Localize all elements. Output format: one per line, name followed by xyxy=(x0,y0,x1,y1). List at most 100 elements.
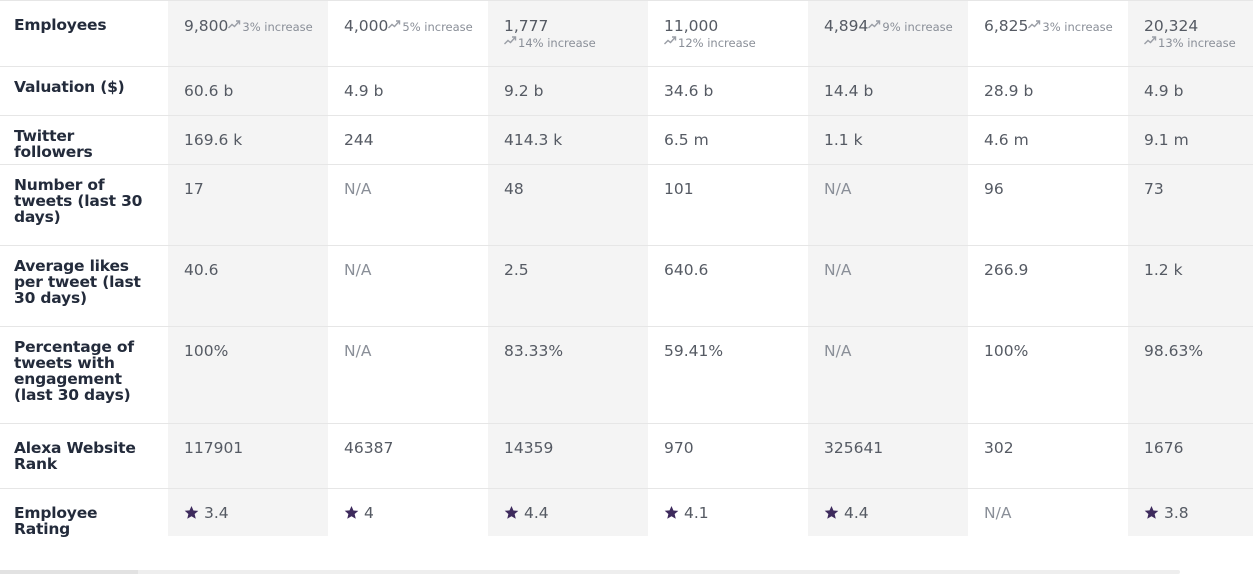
employees-change: 13% increase xyxy=(1158,36,1236,50)
valuation-cell: 60.6 b xyxy=(184,82,234,100)
valuation-cell: 14.4 b xyxy=(824,82,874,100)
employees-value: 9,800 xyxy=(184,17,229,35)
engagement-cell: 59.41% xyxy=(664,342,724,360)
star-icon xyxy=(1144,505,1159,519)
alexa-rank-cell: 117901 xyxy=(184,439,244,457)
employees-value: 11,000 xyxy=(664,17,719,35)
avg-likes-cell: N/A xyxy=(344,261,372,279)
employees-value: 1,777 xyxy=(504,17,549,35)
twitter-followers-cell: 4.6 m xyxy=(984,131,1029,149)
employee-rating-cell: 4.4 xyxy=(808,489,968,536)
employees-cell-3: 1,777 14% increase xyxy=(488,1,648,66)
employees-cell-7: 20,324 13% increase xyxy=(1128,1,1253,66)
employees-value: 4,894 xyxy=(824,17,869,35)
row-label-avg-likes: Average likes per tweet (last 30 days) xyxy=(14,257,141,307)
employees-value: 6,825 xyxy=(984,17,1029,35)
comparison-table: Employees 9,800 3% increase 4,000 5% incre… xyxy=(0,0,1253,538)
engagement-cell: N/A xyxy=(344,342,372,360)
trend-up-icon xyxy=(504,36,517,45)
employees-change: 3% increase xyxy=(242,20,313,34)
employees-change: 9% increase xyxy=(882,20,953,34)
table-row-tweets-30: Number of tweets (last 30 days) 17 N/A 4… xyxy=(0,164,1253,245)
row-label-employee-rating: Employee Rating xyxy=(14,504,98,538)
avg-likes-cell: 640.6 xyxy=(664,261,709,279)
row-label-engagement: Percentage of tweets with engagement (la… xyxy=(14,338,134,404)
alexa-rank-cell: 325641 xyxy=(824,439,884,457)
table-row-employee-rating: Employee Rating 3.4 4 4.4 4.1 4.4 N/A 3.… xyxy=(0,488,1253,538)
engagement-cell: 83.33% xyxy=(504,342,564,360)
twitter-followers-cell: 414.3 k xyxy=(504,131,563,149)
engagement-cell: 100% xyxy=(184,342,229,360)
employees-value: 4,000 xyxy=(344,17,389,35)
avg-likes-cell: 1.2 k xyxy=(1144,261,1183,279)
alexa-rank-cell: 46387 xyxy=(344,439,394,457)
horizontal-scrollbar-track[interactable] xyxy=(0,570,1180,574)
row-label-valuation: Valuation ($) xyxy=(14,78,125,96)
employees-change: 12% increase xyxy=(678,36,756,50)
trend-up-icon xyxy=(388,20,401,29)
tweets-30-cell: 48 xyxy=(504,180,524,198)
trend-up-icon xyxy=(1028,20,1041,29)
horizontal-scrollbar-thumb[interactable] xyxy=(0,570,138,574)
alexa-rank-cell: 302 xyxy=(984,439,1014,457)
valuation-cell: 9.2 b xyxy=(504,82,544,100)
star-icon xyxy=(824,505,839,519)
employees-cell-5: 4,894 9% increase xyxy=(808,1,968,66)
alexa-rank-cell: 1676 xyxy=(1144,439,1184,457)
alexa-rank-cell: 970 xyxy=(664,439,694,457)
column-bg-5 xyxy=(808,0,968,536)
table-row-employees: Employees 9,800 3% increase 4,000 5% incre… xyxy=(0,0,1253,66)
employees-cell-2: 4,000 5% increase xyxy=(328,1,488,66)
employee-rating-value: 3.8 xyxy=(1164,504,1189,522)
employee-rating-value: 3.4 xyxy=(204,504,229,522)
star-icon xyxy=(664,505,679,519)
valuation-cell: 4.9 b xyxy=(1144,82,1184,100)
employee-rating-cell: N/A xyxy=(968,489,1128,536)
table-row-avg-likes: Average likes per tweet (last 30 days) 4… xyxy=(0,245,1253,326)
employee-rating-value: 4 xyxy=(364,504,374,522)
employee-rating-cell: 3.8 xyxy=(1128,489,1253,536)
trend-up-icon xyxy=(868,20,881,29)
engagement-cell: N/A xyxy=(824,342,852,360)
trend-up-icon xyxy=(228,20,241,29)
row-label-tweets-30: Number of tweets (last 30 days) xyxy=(14,176,143,226)
table-row-valuation: Valuation ($) 60.6 b 4.9 b 9.2 b 34.6 b … xyxy=(0,66,1253,115)
employee-rating-value: 4.1 xyxy=(684,504,709,522)
employee-rating-value: 4.4 xyxy=(524,504,549,522)
valuation-cell: 34.6 b xyxy=(664,82,714,100)
star-icon xyxy=(184,505,199,519)
engagement-cell: 100% xyxy=(984,342,1029,360)
twitter-followers-cell: 169.6 k xyxy=(184,131,243,149)
employees-cell-6: 6,825 3% increase xyxy=(968,1,1128,66)
employee-rating-value: 4.4 xyxy=(844,504,869,522)
valuation-cell: 4.9 b xyxy=(344,82,384,100)
trend-up-icon xyxy=(664,36,677,45)
avg-likes-cell: N/A xyxy=(824,261,852,279)
avg-likes-cell: 2.5 xyxy=(504,261,529,279)
column-bg-7 xyxy=(1128,0,1253,536)
column-bg-1 xyxy=(168,0,328,536)
tweets-30-cell: N/A xyxy=(824,180,852,198)
row-label-twitter-followers: Twitter followers xyxy=(14,127,93,161)
employees-change: 14% increase xyxy=(518,36,596,50)
table-row-twitter-followers: Twitter followers 169.6 k 244 414.3 k 6.… xyxy=(0,115,1253,164)
avg-likes-cell: 40.6 xyxy=(184,261,219,279)
row-label-employees: Employees xyxy=(14,16,107,34)
star-icon xyxy=(344,505,359,519)
alexa-rank-cell: 14359 xyxy=(504,439,554,457)
employee-rating-value: N/A xyxy=(984,504,1012,522)
tweets-30-cell: 17 xyxy=(184,180,204,198)
trend-up-icon xyxy=(1144,36,1157,45)
tweets-30-cell: 101 xyxy=(664,180,694,198)
table-row-alexa-rank: Alexa Website Rank 117901 46387 14359 97… xyxy=(0,423,1253,488)
employees-cell-1: 9,800 3% increase xyxy=(168,1,328,66)
twitter-followers-cell: 1.1 k xyxy=(824,131,863,149)
twitter-followers-cell: 9.1 m xyxy=(1144,131,1189,149)
tweets-30-cell: 73 xyxy=(1144,180,1164,198)
employees-change: 3% increase xyxy=(1042,20,1113,34)
employees-value: 20,324 xyxy=(1144,17,1199,35)
employee-rating-cell: 4.1 xyxy=(648,489,808,536)
employee-rating-cell: 4.4 xyxy=(488,489,648,536)
engagement-cell: 98.63% xyxy=(1144,342,1204,360)
valuation-cell: 28.9 b xyxy=(984,82,1034,100)
